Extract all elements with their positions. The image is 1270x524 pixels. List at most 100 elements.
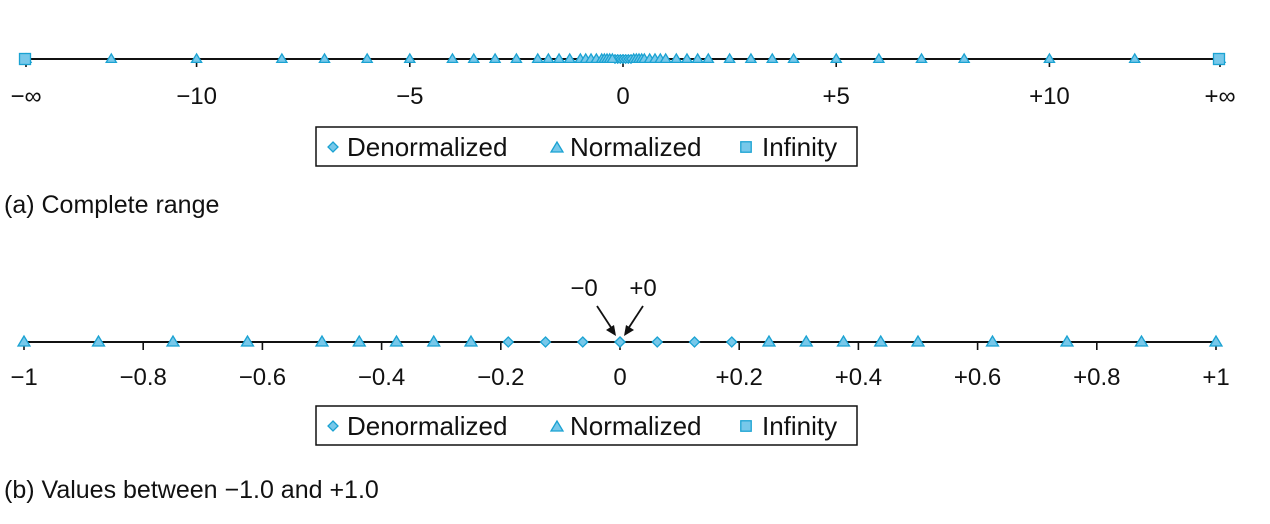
panel-a-normalized-point [680, 52, 694, 64]
panel-b-denormalized-point [688, 336, 701, 348]
panel-b-tick-label: −0.2 [477, 364, 524, 391]
panel-a-tick-label: −10 [176, 83, 217, 110]
panel-a-tick-label: −∞ [10, 83, 41, 110]
panel-a-normalized-point [957, 52, 971, 64]
panel-b-ticks [23, 342, 1217, 350]
panel-b-normalized-point [873, 334, 888, 347]
panel-a-normalized-point [670, 52, 683, 64]
panel-a-points [18, 52, 1227, 66]
panel-b-normalized-point [799, 334, 814, 347]
diamond-icon [327, 420, 339, 432]
triangle-icon [549, 140, 565, 153]
panel-b-normalized-point [910, 334, 926, 347]
panel-a-normalized-point [829, 52, 843, 64]
panel-b-tick-label: +1 [1202, 364, 1229, 391]
panel-b-legend-infinity-label: Infinity [762, 411, 837, 441]
panel-b-tick-label: 0 [613, 364, 626, 391]
panel-b-normalized-point [426, 334, 441, 347]
panel-b-tick-label: +0.8 [1073, 364, 1120, 391]
panel-b-tick-label: +0.4 [835, 364, 882, 391]
panel-b-denormalized-point [651, 336, 664, 348]
panel-a-normalized-point [446, 52, 459, 64]
panel-b-normalized-point [389, 334, 404, 347]
pos-zero-arrowhead [624, 325, 634, 336]
panel-a-legend-denormalized-label: Denormalized [347, 132, 507, 162]
panel-b-denormalized-point [576, 336, 589, 348]
panel-b-legend-box [315, 405, 858, 446]
panel-a-tick-label: 0 [616, 83, 629, 110]
panel-b-tick-label: −0.6 [239, 364, 286, 391]
panel-a-tick-label: −5 [396, 83, 423, 110]
neg-zero-label: −0 [570, 275, 597, 302]
neg-zero-arrowhead [606, 325, 616, 336]
diamond-icon [327, 141, 339, 153]
panel-b-tick-label: −0.8 [120, 364, 167, 391]
square-icon [740, 420, 752, 432]
square-icon [740, 141, 752, 153]
panel-a-normalized-point [360, 52, 374, 64]
panel-a-normalized-point [531, 52, 544, 64]
panel-a-normalized-point [510, 52, 523, 64]
triangle-icon [549, 140, 565, 153]
panel-b-normalized-point [314, 334, 330, 347]
panel-a-normalized-point [702, 52, 715, 64]
panel-b-normalized-point [836, 334, 851, 347]
panel-a-normalized-point [467, 52, 480, 64]
panel-a-normalized-point [318, 52, 331, 64]
panel-a-normalized-point [915, 52, 928, 64]
panel-b-legend: Denormalized Normalized Infinity [315, 405, 858, 446]
triangle-icon [549, 419, 565, 432]
panel-a-legend-infinity-label: Infinity [762, 132, 837, 162]
panel-a-infinity-point [18, 52, 32, 66]
panel-b-normalized-point [1208, 334, 1224, 347]
panel-a-caption: (a) Complete range [4, 191, 219, 219]
panel-a-normalized-point [744, 52, 758, 64]
panel-a-tick-label: +5 [823, 83, 850, 110]
panel-b-denormalized-point [502, 336, 515, 348]
panel-a-normalized-point [1043, 52, 1056, 64]
panel-b-tick-labels: −1 −0.8 −0.6 −0.4 −0.2 0 +0.2 +0.4 +0.6 +0.8 +1 [10, 364, 1229, 391]
panel-a-normalized-point [659, 52, 672, 64]
panel-b-denormalized-point [539, 336, 552, 348]
panel-a-normalized-point [190, 52, 203, 64]
panel-a-normalized-point [275, 52, 289, 64]
panel-a-normalized-point [542, 52, 555, 64]
panel-b-normalized-point [463, 334, 479, 347]
panel-a-normalized-point [787, 52, 800, 64]
panel-a-legend: Denormalized Normalized Infinity [315, 126, 858, 167]
panel-a-tick-label: +10 [1029, 83, 1070, 110]
panel-a-normalized-point [552, 52, 566, 64]
panel-b-normalized-point [91, 334, 106, 347]
panel-b-normalized-point [1059, 334, 1075, 347]
triangle-icon [549, 419, 565, 432]
panel-a-legend-box [315, 126, 858, 167]
diamond-icon [327, 141, 339, 153]
panel-a-normalized-point [872, 52, 886, 64]
panel-b-legend-denormalized-label: Denormalized [347, 411, 507, 441]
pos-zero-label: +0 [629, 275, 656, 302]
panel-b-normalized-point [16, 334, 32, 347]
panel-a-normalized-point [105, 52, 118, 64]
panel-a-normalized-point [766, 52, 779, 64]
zero-callout: −0 +0 [570, 275, 657, 336]
square-icon [740, 420, 752, 432]
panel-a-legend-normalized-label: Normalized [570, 132, 702, 162]
diamond-icon [327, 420, 339, 432]
panel-b-normalized-point [165, 334, 181, 347]
panel-a-normalized-point [723, 52, 736, 64]
panel-a-normalized-point [691, 52, 704, 64]
panel-b-points [16, 334, 1224, 348]
panel-b-caption: (b) Values between −1.0 and +1.0 [4, 476, 379, 504]
panel-b-tick-label: −0.4 [358, 364, 405, 391]
panel-b-normalized-point [1134, 334, 1149, 347]
panel-b-legend-normalized-label: Normalized [570, 411, 702, 441]
panel-a-tick-label: +∞ [1204, 83, 1235, 110]
panel-b-tick-label: −1 [10, 364, 37, 391]
panel-a-normalized-point [563, 52, 576, 64]
panel-a-normalized-point [488, 52, 502, 64]
panel-b-normalized-point [761, 334, 777, 347]
panel-a-complete-range: −∞ −10 −5 0 +5 +10 +∞ Denormalized Normalized … [4, 52, 1236, 219]
panel-b-denormalized-point [614, 336, 626, 348]
panel-a-normalized-point [606, 52, 619, 64]
panel-b-tick-label: +0.6 [954, 364, 1001, 391]
